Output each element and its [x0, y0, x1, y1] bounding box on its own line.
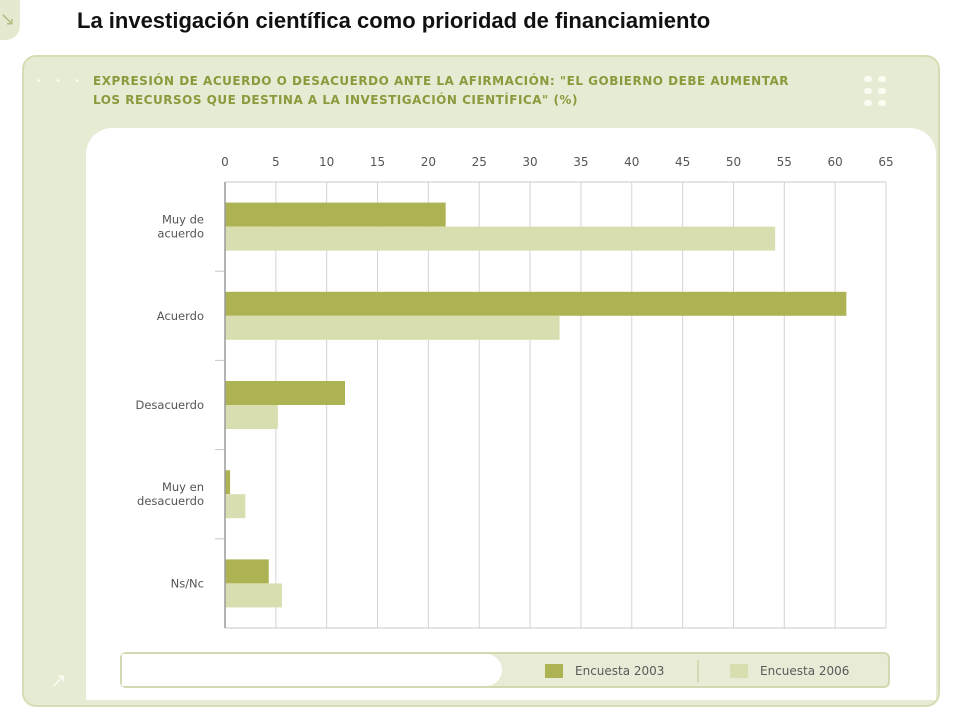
bar-2003-3	[225, 470, 231, 495]
legend-label-2006: Encuesta 2006	[760, 664, 850, 678]
legend-item-2006: Encuesta 2006	[730, 664, 849, 678]
legend-bar	[120, 652, 890, 688]
bar-2006-1	[225, 315, 560, 340]
x-tick-label-40: 40	[624, 155, 639, 169]
category-label-1-0: Acuerdo	[157, 309, 204, 323]
x-tick-label-45: 45	[675, 155, 690, 169]
x-tick-label-30: 30	[522, 155, 537, 169]
bar-2006-3	[225, 494, 246, 519]
legend-swatch-2003	[545, 664, 563, 678]
bar-2006-4	[225, 583, 282, 608]
x-tick-label-10: 10	[319, 155, 334, 169]
legend-divider	[697, 660, 699, 682]
bar-2003-0	[225, 202, 446, 227]
bar-2006-2	[225, 405, 278, 429]
arrow-down-right-icon: ↘	[0, 9, 16, 30]
bar-2003-4	[225, 559, 269, 584]
category-label-3-0: Muy en	[162, 480, 204, 494]
category-label-0-1: acuerdo	[157, 227, 204, 241]
dots-grid-icon	[864, 76, 890, 106]
x-tick-label-0: 0	[221, 155, 229, 169]
page-title: La investigación científica como priorid…	[77, 8, 711, 33]
x-tick-label-25: 25	[472, 155, 487, 169]
bar-2006-0	[225, 226, 776, 251]
legend-item-2003: Encuesta 2003	[545, 664, 664, 678]
arrow-up-right-icon: ↗	[50, 668, 67, 692]
category-label-4-0: Ns/Nc	[171, 576, 204, 590]
x-tick-label-20: 20	[421, 155, 436, 169]
corner-tab	[0, 0, 20, 40]
chart-title: EXPRESIÓN DE ACUERDO O DESACUERDO ANTE L…	[93, 74, 789, 107]
legend-label-2003: Encuesta 2003	[575, 664, 665, 678]
x-tick-label-60: 60	[828, 155, 843, 169]
category-label-0-0: Muy de	[162, 213, 204, 227]
legend-tab	[122, 654, 502, 686]
x-tick-label-50: 50	[726, 155, 741, 169]
category-label-2-0: Desacuerdo	[135, 398, 204, 412]
bar-2003-2	[225, 381, 345, 405]
x-tick-label-15: 15	[370, 155, 385, 169]
legend-swatch-2006	[730, 664, 748, 678]
bar-2003-1	[225, 291, 847, 316]
x-tick-label-35: 35	[573, 155, 588, 169]
dots-decoration-icon: • • • •	[36, 76, 105, 87]
x-tick-label-65: 65	[878, 155, 893, 169]
category-label-3-1: desacuerdo	[137, 494, 204, 508]
x-tick-label-55: 55	[777, 155, 792, 169]
x-tick-label-5: 5	[272, 155, 280, 169]
